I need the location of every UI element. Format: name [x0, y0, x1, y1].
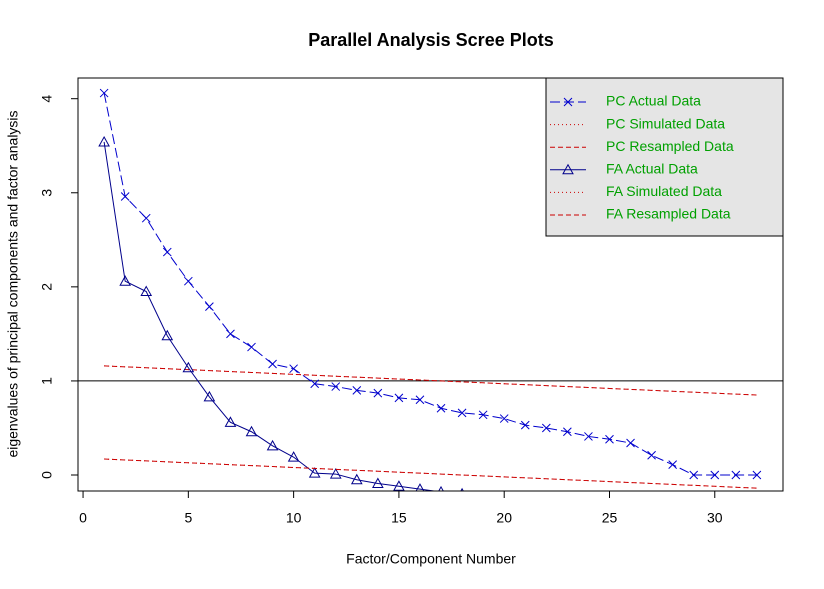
x-tick-label: 15: [391, 510, 407, 526]
point: [119, 275, 132, 286]
x-tick-label: 20: [496, 510, 512, 526]
point: [668, 460, 678, 470]
y-tick-label: 3: [39, 189, 55, 197]
x-tick-label: 25: [602, 510, 618, 526]
point: [647, 450, 656, 460]
x-tick-label: 10: [286, 510, 302, 526]
point: [415, 395, 425, 405]
point: [140, 285, 153, 297]
point: [141, 213, 151, 223]
point: [731, 470, 741, 480]
point: [372, 477, 384, 488]
x-axis-label: Factor/Component Number: [346, 551, 516, 567]
point: [162, 247, 172, 257]
point: [541, 423, 551, 433]
point: [350, 473, 363, 485]
legend-label: PC Resampled Data: [606, 138, 734, 154]
series-line: [103, 92, 757, 476]
point: [563, 97, 573, 107]
point: [352, 385, 362, 395]
x-tick-label: 0: [79, 510, 87, 526]
x-tick-label: 30: [707, 510, 723, 526]
plot-frame: [77, 77, 784, 492]
point: [99, 88, 109, 98]
y-axis-label: eigenvalues of principal components and …: [5, 110, 21, 457]
point: [436, 403, 446, 413]
point: [331, 382, 341, 391]
legend-label: FA Resampled Data: [606, 206, 731, 222]
series-line: [104, 458, 757, 489]
point: [689, 470, 699, 480]
point: [183, 276, 193, 286]
point: [247, 342, 256, 352]
point: [120, 192, 130, 201]
point: [310, 379, 320, 389]
point: [584, 432, 593, 441]
legend-label: PC Simulated Data: [606, 115, 725, 131]
legend-label: FA Actual Data: [606, 161, 698, 177]
chart-title: Parallel Analysis Scree Plots: [308, 30, 553, 50]
point: [226, 329, 235, 339]
series-line: [104, 365, 757, 396]
point: [415, 483, 425, 491]
legend-box: [545, 77, 784, 237]
legend-label: PC Actual Data: [606, 93, 701, 109]
point: [224, 416, 237, 427]
x-tick-label: 5: [184, 510, 192, 526]
point: [373, 388, 383, 398]
point: [562, 163, 574, 175]
y-tick-label: 0: [39, 471, 55, 479]
point: [268, 359, 277, 369]
point: [245, 425, 258, 437]
point: [626, 438, 635, 448]
y-tick-label: 1: [39, 377, 55, 385]
point: [182, 361, 195, 373]
point: [329, 468, 342, 479]
point: [308, 467, 321, 478]
point: [563, 427, 572, 437]
point: [203, 390, 216, 402]
point: [520, 420, 530, 430]
point: [161, 329, 174, 341]
point: [752, 470, 762, 480]
point: [98, 135, 110, 147]
point: [605, 434, 614, 444]
point: [393, 480, 405, 491]
point: [457, 408, 467, 418]
point: [266, 439, 279, 451]
y-tick-label: 2: [39, 283, 55, 291]
point: [287, 451, 300, 462]
point: [710, 470, 720, 480]
point: [499, 414, 509, 423]
y-tick-label: 4: [39, 95, 55, 103]
point: [205, 302, 214, 311]
point: [478, 410, 488, 420]
legend-label: FA Simulated Data: [606, 183, 722, 199]
point: [289, 364, 298, 374]
point: [394, 393, 404, 403]
plot-area: [78, 88, 783, 491]
